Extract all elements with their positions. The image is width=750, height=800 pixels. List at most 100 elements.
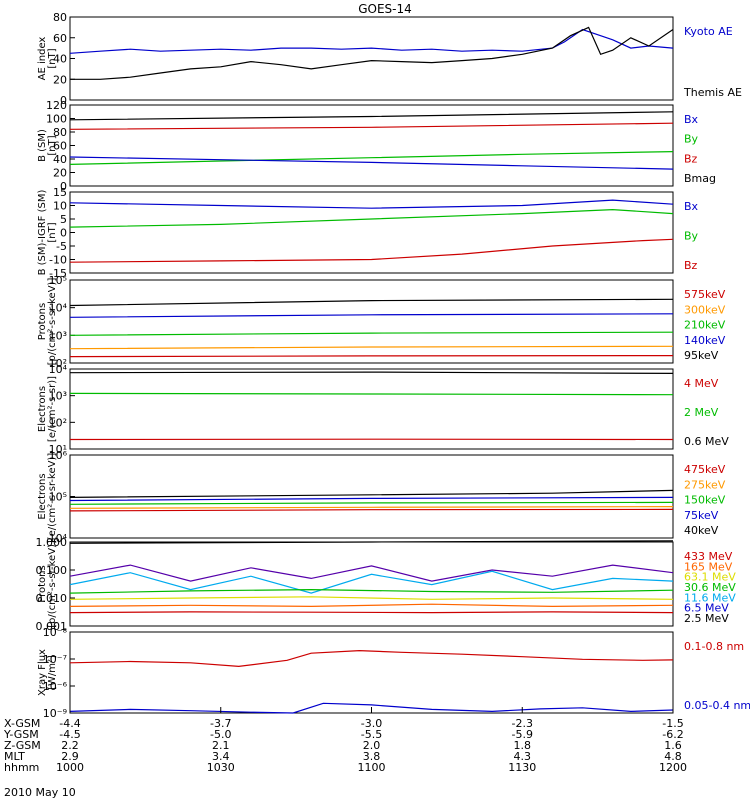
series-line: [69, 28, 674, 54]
series-line: [69, 702, 674, 714]
legend-entry: Bz: [684, 152, 698, 165]
x-row-value: 4.3: [514, 750, 532, 763]
y-tick-label: 80: [53, 126, 67, 139]
legend-entry: 475keV: [684, 463, 726, 476]
y-tick-label: 10⁴: [49, 363, 68, 376]
panel-frame: [69, 631, 674, 714]
series-line: [69, 199, 674, 209]
y-tick-label: 10⁵: [49, 274, 67, 287]
series-line: [69, 208, 674, 228]
y-axis-label: Protons: [37, 303, 48, 340]
y-tick-label: 1.000: [36, 536, 68, 549]
legend-entry: 575keV: [684, 288, 726, 301]
x-row-value: 4.8: [664, 750, 682, 763]
y-axis-label: B (SM): [37, 129, 48, 162]
panel-frame: [69, 279, 674, 364]
y-axis-label: Electrons: [37, 473, 48, 519]
y-tick-label: 0: [60, 227, 67, 240]
x-row-value: -2.3: [512, 717, 533, 730]
series-line: [69, 649, 674, 668]
y-tick-label: 40: [53, 153, 67, 166]
y-tick-label: 80: [53, 11, 67, 24]
series-line: [69, 371, 674, 374]
legend-entry: 30.6 MeV: [684, 581, 736, 594]
legend-entry: 150keV: [684, 494, 726, 507]
y-tick-label: 0.010: [36, 592, 68, 605]
y-axis-label: [e/(cm²-s-sr)]: [47, 376, 58, 442]
y-axis-label: [nT]: [47, 222, 58, 242]
series-line: [69, 345, 674, 350]
x-row-value: 1200: [659, 761, 687, 774]
x-row-value: 3.4: [212, 750, 230, 763]
y-tick-label: 60: [53, 32, 67, 45]
series-line: [69, 596, 674, 600]
date-label: 2010 May 10: [4, 786, 76, 799]
series-line: [69, 496, 674, 502]
x-row-value: 1130: [508, 761, 536, 774]
y-axis-label: [nT]: [47, 135, 58, 155]
y-tick-label: -15: [49, 267, 67, 280]
x-row-value: -5.0: [210, 728, 231, 741]
x-row-value: -6.2: [662, 728, 683, 741]
x-row-value: 3.8: [363, 750, 381, 763]
x-row-value: 1.8: [514, 739, 532, 752]
panel-7: 1.000 0.100 0.010 0.001 Protons [p/(cm²-s-sr-…: [36, 536, 737, 633]
legend-entry: Bmag: [684, 172, 716, 185]
y-axis-label: Protons: [37, 565, 48, 602]
y-tick-label: 10⁻⁹: [43, 707, 67, 720]
y-axis-label: Electrons: [37, 386, 48, 432]
x-row-value: 2.9: [61, 750, 79, 763]
y-axis-label: [e/(cm²-s-sr-keV)]: [47, 453, 58, 541]
series-line: [69, 611, 674, 614]
legend-entry: 11.6 MeV: [684, 591, 736, 604]
legend-entry: 0.1-0.8 nm: [684, 640, 744, 653]
y-axis-label: [p/(cm²-s-sr-keV)]: [47, 278, 58, 366]
legend-entry: Themis AE: [683, 86, 742, 99]
y-tick-label: 10²: [49, 357, 67, 370]
y-axis-label: AE index: [37, 37, 48, 81]
x-row-label: Y-GSM: [3, 728, 39, 741]
plot-title: GOES-14: [358, 2, 412, 16]
y-tick-label: 0: [60, 180, 67, 193]
y-tick-label: 0.001: [36, 620, 68, 633]
y-tick-label: 100: [46, 113, 67, 126]
series-line: [69, 508, 674, 512]
series-line: [69, 501, 674, 505]
series-line: [69, 603, 674, 608]
x-row-label: Z-GSM: [4, 739, 41, 752]
series-line: [69, 588, 674, 594]
y-axis-label: [W/m²]: [47, 655, 58, 690]
x-row-label: X-GSM: [4, 717, 40, 730]
panel-1: 80 60 40 20 0 AE index [nT] Kyoto AE Themis AE: [37, 11, 742, 107]
x-row-value: -5.9: [512, 728, 533, 741]
y-tick-label: 40: [53, 53, 67, 66]
x-row-value: -4.4: [59, 717, 80, 730]
legend-entry: 40keV: [684, 524, 719, 537]
y-tick-label: 10¹: [49, 443, 67, 456]
y-axis-label: [nT]: [47, 48, 58, 68]
series-line: [69, 111, 674, 121]
legend-entry: By: [684, 230, 699, 243]
x-row-value: 1.6: [664, 739, 682, 752]
y-tick-label: 120: [46, 99, 67, 112]
panel-8: 10⁻⁸ 10⁻⁷ 10⁻⁶ 10⁻⁹ Xray Flux [W/m²] 0.1-0.8 n…: [37, 626, 750, 720]
x-row-label: MLT: [4, 750, 25, 763]
y-tick-label: 10⁴: [49, 302, 68, 315]
panel-4: 10⁵ 10⁴ 10³ 10² Protons [p/(cm²-s-sr-keV)] 575…: [37, 274, 726, 370]
series-line: [69, 392, 674, 396]
y-tick-label: 10⁴: [49, 532, 68, 545]
x-row-value: -4.5: [59, 728, 80, 741]
legend-entry: 275keV: [684, 478, 726, 491]
legend-entry: 0.05-0.4 nm: [684, 699, 750, 712]
x-row-label: hhmm: [4, 761, 39, 774]
series-line: [69, 313, 674, 318]
y-tick-label: 10⁻⁷: [43, 653, 67, 666]
y-tick-label: 60: [53, 140, 67, 153]
legend-entry: Bx: [684, 200, 699, 213]
y-tick-label: 10: [53, 200, 67, 213]
y-tick-label: 20: [53, 73, 67, 86]
x-row-value: -3.0: [361, 717, 382, 730]
